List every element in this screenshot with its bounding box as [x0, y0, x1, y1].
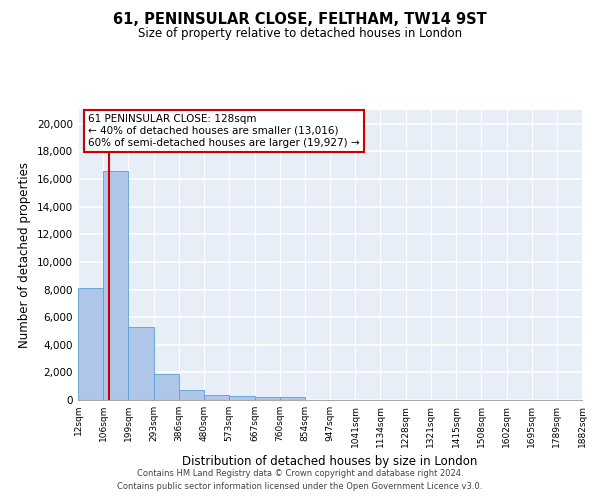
Bar: [280, 398, 305, 400]
Bar: [103, 171, 128, 400]
Text: 61 PENINSULAR CLOSE: 128sqm
← 40% of detached houses are smaller (13,016)
60% of: 61 PENINSULAR CLOSE: 128sqm ← 40% of det…: [88, 114, 360, 148]
Bar: [229, 396, 254, 400]
Bar: [78, 288, 103, 400]
Y-axis label: Number of detached properties: Number of detached properties: [19, 162, 31, 348]
X-axis label: Distribution of detached houses by size in London: Distribution of detached houses by size …: [182, 456, 478, 468]
Bar: [254, 397, 280, 400]
Text: Contains public sector information licensed under the Open Government Licence v3: Contains public sector information licen…: [118, 482, 482, 491]
Text: Contains HM Land Registry data © Crown copyright and database right 2024.: Contains HM Land Registry data © Crown c…: [137, 468, 463, 477]
Bar: [154, 374, 179, 400]
Bar: [128, 327, 154, 400]
Text: 61, PENINSULAR CLOSE, FELTHAM, TW14 9ST: 61, PENINSULAR CLOSE, FELTHAM, TW14 9ST: [113, 12, 487, 28]
Bar: [179, 390, 204, 400]
Text: Size of property relative to detached houses in London: Size of property relative to detached ho…: [138, 28, 462, 40]
Bar: [204, 395, 229, 400]
